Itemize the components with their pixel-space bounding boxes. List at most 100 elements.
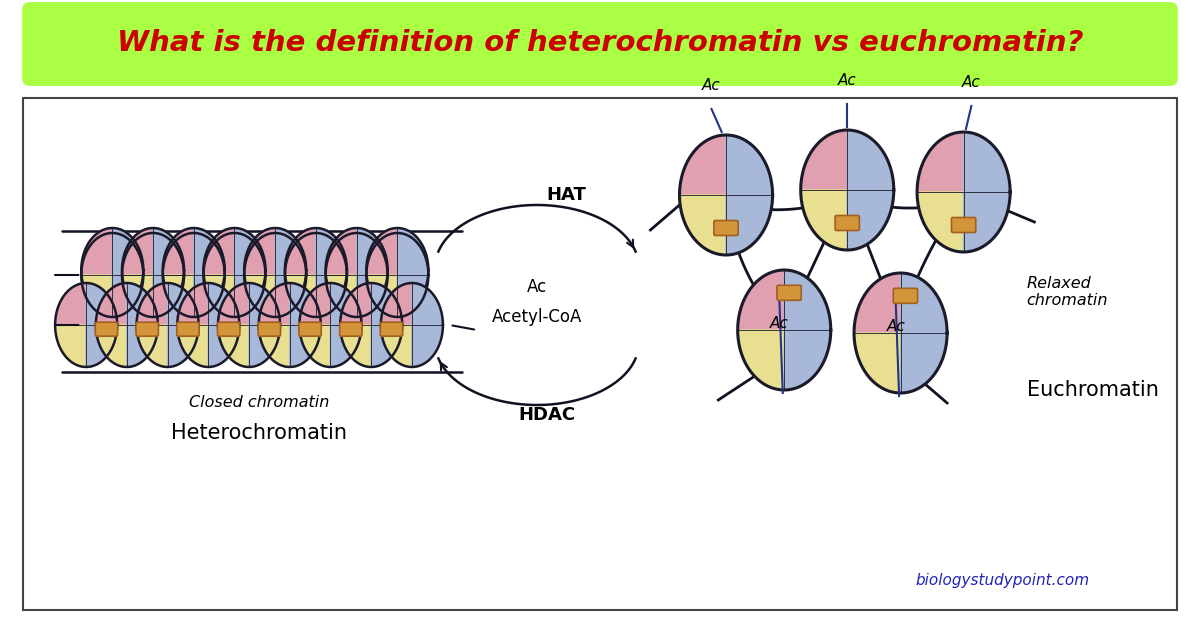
Polygon shape [122,233,154,275]
Polygon shape [234,228,265,270]
Polygon shape [168,325,198,367]
Polygon shape [96,325,127,367]
Polygon shape [785,270,830,330]
Polygon shape [679,195,726,255]
Polygon shape [316,233,347,275]
Polygon shape [244,228,275,270]
Polygon shape [275,275,306,317]
Polygon shape [275,228,306,270]
Polygon shape [340,283,371,325]
Text: What is the definition of heterochromatin vs euchromatin?: What is the definition of heterochromati… [116,29,1084,57]
Text: Relaxed
chromatin: Relaxed chromatin [1027,276,1108,308]
Polygon shape [244,233,275,275]
Polygon shape [218,325,250,367]
Polygon shape [397,270,428,312]
Polygon shape [122,275,154,317]
Text: Ac: Ac [887,319,905,334]
Text: biologystudypoint.com: biologystudypoint.com [916,573,1090,588]
Polygon shape [218,283,250,325]
Polygon shape [154,275,184,317]
Polygon shape [316,275,347,317]
Polygon shape [738,330,785,390]
Polygon shape [193,228,224,270]
Polygon shape [366,275,397,317]
Polygon shape [900,333,947,393]
FancyBboxPatch shape [380,322,403,336]
Polygon shape [209,325,239,367]
Polygon shape [55,283,86,325]
Polygon shape [397,275,428,317]
Text: Ac: Ac [838,73,857,88]
Polygon shape [82,233,113,275]
Polygon shape [234,275,265,317]
Polygon shape [325,233,356,275]
Polygon shape [397,228,428,270]
FancyBboxPatch shape [23,98,1177,610]
Polygon shape [847,190,894,250]
FancyBboxPatch shape [714,220,738,236]
Polygon shape [154,270,184,312]
Polygon shape [259,283,289,325]
FancyBboxPatch shape [258,322,281,336]
Text: Closed chromatin: Closed chromatin [188,395,329,410]
Polygon shape [371,325,402,367]
Polygon shape [168,283,198,325]
Polygon shape [154,228,184,270]
Polygon shape [82,228,113,270]
Polygon shape [122,228,154,270]
Polygon shape [82,270,113,312]
Polygon shape [366,228,397,270]
FancyBboxPatch shape [893,289,918,303]
Polygon shape [244,270,275,312]
Text: Ac: Ac [962,75,980,90]
Polygon shape [356,270,388,312]
FancyBboxPatch shape [95,322,118,336]
Polygon shape [204,275,234,317]
Polygon shape [122,270,154,312]
Polygon shape [900,273,947,333]
Polygon shape [113,275,143,317]
Polygon shape [113,228,143,270]
Polygon shape [178,283,209,325]
FancyBboxPatch shape [22,2,1178,86]
Polygon shape [55,325,86,367]
Polygon shape [289,283,320,325]
Polygon shape [284,228,316,270]
Polygon shape [785,330,830,390]
Polygon shape [917,132,964,192]
Polygon shape [397,233,428,275]
Polygon shape [366,233,397,275]
Polygon shape [163,233,193,275]
Polygon shape [275,270,306,312]
Polygon shape [113,270,143,312]
Text: Ac: Ac [702,78,721,93]
Polygon shape [316,228,347,270]
Polygon shape [330,325,361,367]
Polygon shape [86,325,118,367]
FancyBboxPatch shape [952,217,976,232]
Polygon shape [244,275,275,317]
Text: Ac: Ac [527,278,547,296]
Text: Heterochromatin: Heterochromatin [170,423,347,443]
Polygon shape [412,283,443,325]
Polygon shape [738,270,785,330]
Polygon shape [679,135,726,195]
Polygon shape [325,275,356,317]
Polygon shape [300,325,330,367]
Polygon shape [127,283,158,325]
Text: Ac: Ac [770,316,788,331]
Polygon shape [82,275,113,317]
Polygon shape [96,283,127,325]
Polygon shape [284,233,316,275]
FancyBboxPatch shape [136,322,158,336]
Polygon shape [163,228,193,270]
Polygon shape [366,270,397,312]
FancyBboxPatch shape [217,322,240,336]
Polygon shape [284,275,316,317]
Polygon shape [356,275,388,317]
Polygon shape [284,270,316,312]
Text: Euchromatin: Euchromatin [1027,380,1158,400]
Polygon shape [193,275,224,317]
Polygon shape [340,325,371,367]
Polygon shape [137,325,168,367]
